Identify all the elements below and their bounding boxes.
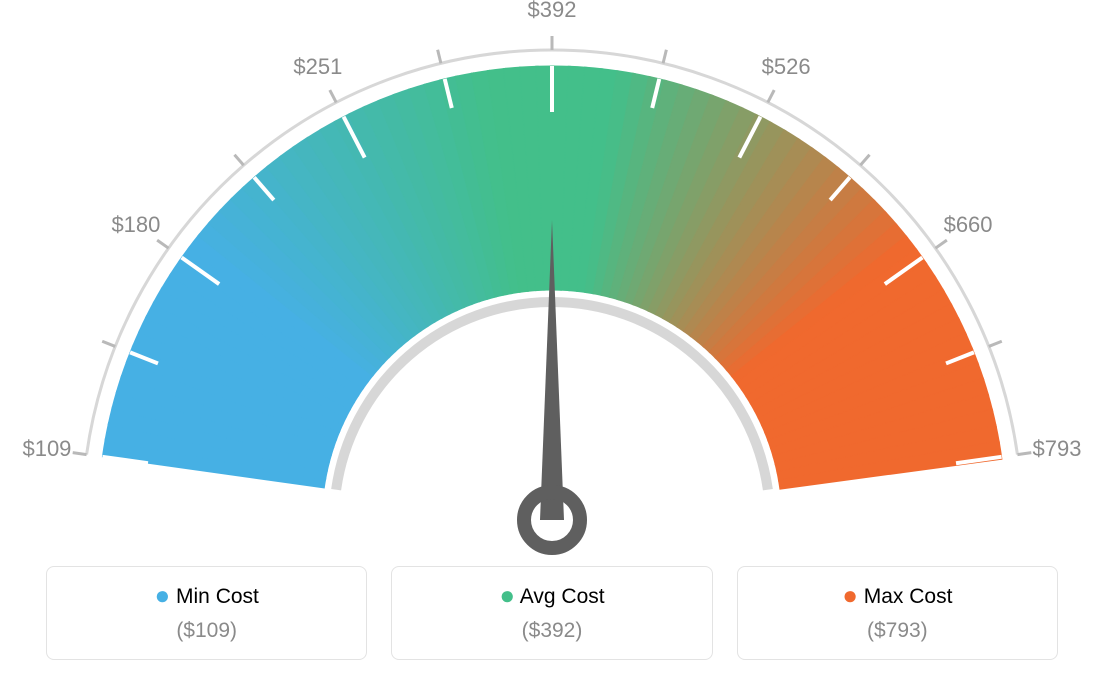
gauge-tick-label: $526 [762,54,811,80]
legend-title-max: ● Max Cost [750,585,1045,609]
legend-row: ● Min Cost ($109) ● Avg Cost ($392) ● Ma… [0,566,1104,660]
gauge-tick-label: $793 [1033,436,1082,462]
legend-label-max: Max Cost [864,585,953,608]
legend-box-min: ● Min Cost ($109) [46,566,367,660]
legend-label-min: Min Cost [176,585,259,608]
gauge-tick-label: $180 [111,212,160,238]
legend-title-min: ● Min Cost [59,585,354,609]
gauge-tick-label: $392 [528,0,577,23]
legend-label-avg: Avg Cost [520,585,605,608]
legend-value-max: ($793) [750,619,1045,643]
gauge-tick-label: $109 [22,436,71,462]
gauge-svg [0,0,1104,560]
legend-dot-max: ● [842,580,858,610]
gauge-tick-label: $660 [944,212,993,238]
legend-title-avg: ● Avg Cost [404,585,699,609]
gauge-tick-label: $251 [293,54,342,80]
legend-dot-avg: ● [499,580,515,610]
legend-box-avg: ● Avg Cost ($392) [391,566,712,660]
legend-box-max: ● Max Cost ($793) [737,566,1058,660]
legend-value-avg: ($392) [404,619,699,643]
legend-value-min: ($109) [59,619,354,643]
gauge-area: $109 $180 $251 $392 $526 $660 $793 [0,0,1104,560]
legend-dot-min: ● [154,580,170,610]
cost-gauge-chart: $109 $180 $251 $392 $526 $660 $793 ● Min Cost … [0,0,1104,690]
